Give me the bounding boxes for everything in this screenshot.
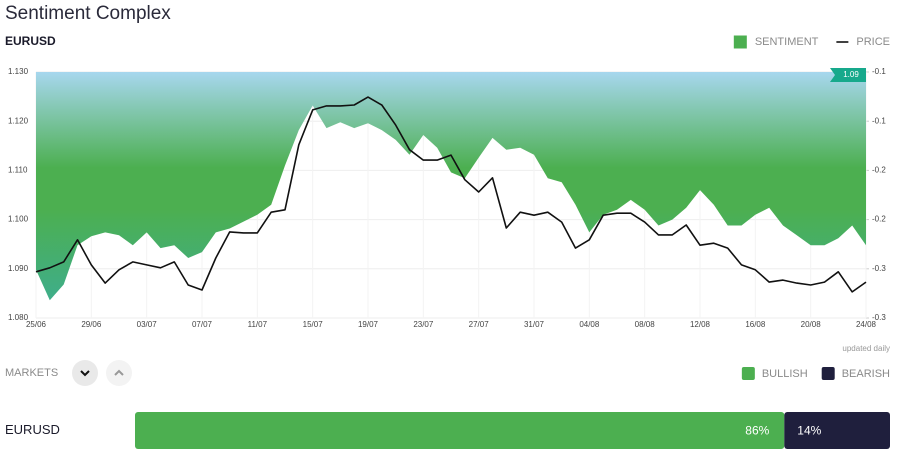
y2-tick-label: -0.1: [872, 67, 886, 76]
x-tick-label: 15/07: [303, 320, 324, 329]
legend-swatch: [821, 367, 835, 380]
x-tick-label: 04/08: [579, 320, 600, 329]
x-tick-label: 03/07: [137, 320, 158, 329]
x-tick-label: 08/08: [635, 320, 656, 329]
x-tick-label: 25/06: [26, 320, 47, 329]
page-title: Sentiment Complex: [5, 3, 171, 24]
y-tick-label: 1.110: [8, 166, 28, 175]
legend-label: PRICE: [856, 36, 890, 48]
y2-tick-label: -0.3: [872, 264, 886, 273]
price-badge: [830, 68, 866, 82]
chart: 1.080 1.090 1.100 1.110 1.120 1.130 -0.3 -0.3 -0…: [8, 35, 890, 353]
y2-tick-label: -0.2: [872, 215, 886, 224]
legend-swatch: [741, 367, 755, 380]
y2-tick-label: -0.3: [872, 313, 886, 322]
x-tick-label: 20/08: [801, 320, 822, 329]
x-tick-label: 27/07: [469, 320, 490, 329]
price-line: [35, 96, 867, 293]
y-tick-label: 1.130: [8, 67, 29, 76]
y-tick-label: 1.120: [8, 116, 29, 125]
y-tick-label: 1.080: [8, 313, 29, 322]
expand-button[interactable]: [106, 360, 132, 386]
sentiment-area: [36, 72, 866, 301]
symbol: EURUSD: [5, 34, 56, 48]
price-badge-label: 1.09: [843, 70, 859, 79]
legend-label: BULLISH: [762, 368, 808, 380]
bar-value-label: 86%: [745, 424, 769, 438]
x-tick-label: 12/08: [690, 320, 711, 329]
note: updated daily: [842, 344, 890, 353]
chevron-up[interactable]: [114, 369, 124, 376]
button-bg[interactable]: [72, 360, 98, 386]
chevron-down[interactable]: [80, 370, 90, 377]
legend-label: SENTIMENT: [755, 36, 819, 48]
y-tick-label: 1.100: [8, 215, 29, 224]
x-tick-label: 31/07: [524, 320, 545, 329]
y-tick-label: 1.090: [8, 264, 29, 273]
x-tick-label: 11/07: [248, 320, 268, 329]
x-tick-label: 07/07: [192, 320, 213, 329]
markets: BEARISH BULLISH EURUSD 86% 14%: [5, 367, 890, 449]
y2-tick-label: -0.1: [872, 116, 886, 125]
collapse-button[interactable]: [72, 360, 98, 386]
x-tick-label: 23/07: [413, 320, 434, 329]
legend-label: BEARISH: [842, 368, 890, 380]
sentiment-bar: [784, 412, 890, 449]
x-tick-label: 29/06: [81, 320, 102, 329]
row-label: EURUSD: [5, 422, 60, 437]
bar-value-label: 14%: [797, 424, 821, 438]
x-tick-label: 24/08: [856, 320, 877, 329]
sentiment-bar: [135, 412, 785, 449]
y2-tick-label: -0.2: [872, 166, 886, 175]
button-bg[interactable]: [106, 360, 132, 386]
x-tick-label: 19/07: [358, 320, 379, 329]
markets-label: MARKETS: [5, 367, 58, 379]
x-tick-label: 16/08: [745, 320, 766, 329]
legend-swatch: [733, 35, 747, 49]
